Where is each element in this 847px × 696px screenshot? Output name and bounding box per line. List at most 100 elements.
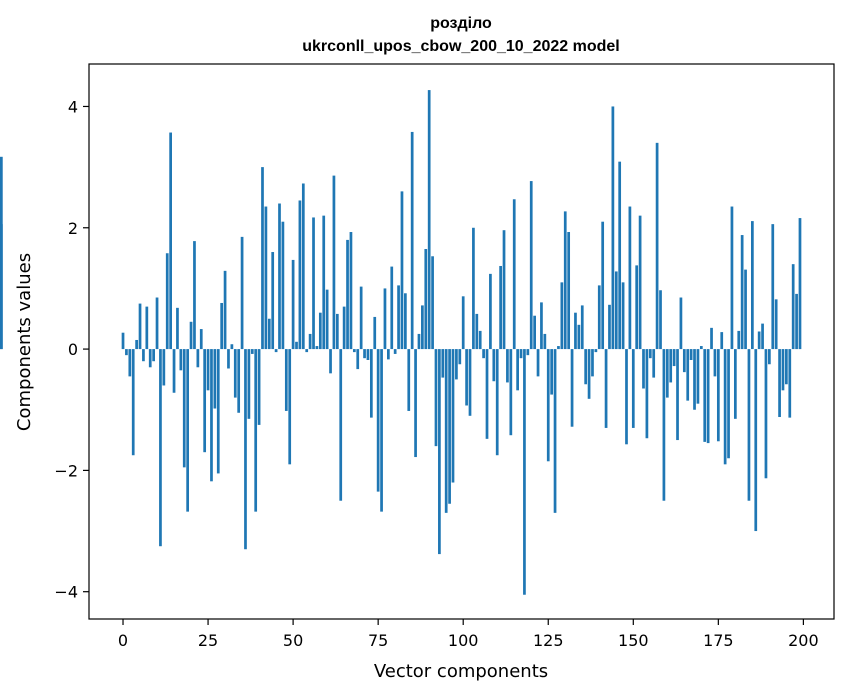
bar-170 bbox=[699, 346, 703, 350]
bar-43 bbox=[267, 318, 271, 350]
bar-159 bbox=[662, 349, 666, 501]
bar-18 bbox=[182, 349, 186, 468]
bar-134 bbox=[577, 324, 581, 350]
bar-139 bbox=[594, 349, 598, 353]
bar-106 bbox=[482, 349, 485, 359]
bar-183 bbox=[744, 269, 747, 350]
bar-6 bbox=[142, 349, 145, 362]
bar-87 bbox=[417, 333, 421, 350]
chart-title-line2: ukrconll_upos_cbow_200_10_2022 model bbox=[302, 38, 619, 55]
x-tick-label: 200 bbox=[788, 631, 819, 650]
bar-30 bbox=[223, 270, 227, 350]
bar-35 bbox=[240, 236, 244, 350]
bar-63 bbox=[335, 313, 339, 350]
bar-172 bbox=[706, 349, 710, 444]
bar-164 bbox=[679, 297, 683, 350]
y-axis-ticks: −4 −2 0 2 4 bbox=[54, 97, 89, 602]
bar-199 bbox=[798, 218, 802, 350]
bar-196 bbox=[788, 349, 792, 418]
bar-118 bbox=[523, 349, 526, 595]
bar-180 bbox=[733, 349, 737, 419]
bar-131 bbox=[567, 232, 571, 350]
bar-68 bbox=[352, 349, 356, 353]
bar-122 bbox=[536, 349, 540, 377]
bar-137 bbox=[587, 349, 591, 399]
bar-62 bbox=[332, 175, 336, 350]
bar-59 bbox=[322, 215, 326, 350]
bar-169 bbox=[696, 349, 700, 404]
bar-15 bbox=[172, 349, 176, 393]
bar-44 bbox=[271, 252, 275, 350]
bar-151 bbox=[635, 265, 639, 350]
bar-156 bbox=[652, 349, 656, 378]
bar-141 bbox=[601, 221, 605, 350]
bar-21 bbox=[193, 241, 196, 350]
bar-45 bbox=[274, 349, 278, 353]
bar-171 bbox=[703, 349, 707, 442]
bar-17 bbox=[179, 349, 183, 371]
bar-50 bbox=[291, 259, 295, 350]
bar-193 bbox=[778, 349, 781, 418]
bar-60 bbox=[325, 289, 329, 350]
bar-1 bbox=[125, 349, 128, 356]
bar-109 bbox=[492, 349, 496, 382]
bar-115 bbox=[512, 199, 516, 350]
bar-72 bbox=[366, 349, 370, 360]
bar-174 bbox=[713, 349, 717, 377]
bar-24 bbox=[203, 349, 207, 453]
y-tick-label: 2 bbox=[68, 219, 78, 238]
bar-91 bbox=[431, 256, 434, 350]
bar-119 bbox=[526, 349, 530, 356]
bar-93 bbox=[438, 349, 441, 555]
bar-192 bbox=[774, 299, 778, 350]
x-tick-label: 50 bbox=[283, 631, 303, 650]
bar-undefined bbox=[0, 224, 3, 350]
bar-162 bbox=[672, 349, 676, 367]
bar-158 bbox=[659, 290, 662, 350]
bar-191 bbox=[771, 224, 775, 350]
bar-165 bbox=[682, 349, 686, 373]
bar-22 bbox=[196, 349, 200, 368]
bar-110 bbox=[495, 349, 499, 456]
bar-28 bbox=[216, 349, 220, 474]
bar-20 bbox=[189, 321, 193, 350]
bar-168 bbox=[693, 349, 696, 410]
bar-57 bbox=[315, 346, 319, 350]
y-tick-label: 4 bbox=[68, 97, 78, 116]
bar-175 bbox=[716, 349, 720, 442]
bar-38 bbox=[250, 349, 254, 354]
chart-title-line1: розділо bbox=[430, 15, 492, 32]
bar-116 bbox=[516, 349, 519, 391]
bar-39 bbox=[254, 349, 258, 512]
bar-145 bbox=[614, 271, 618, 350]
bar-80 bbox=[393, 349, 397, 354]
bar-154 bbox=[645, 349, 649, 439]
bar-186 bbox=[754, 349, 758, 532]
bar-147 bbox=[621, 282, 625, 350]
bar-25 bbox=[206, 349, 210, 391]
y-tick-label: −4 bbox=[54, 583, 78, 602]
bar-163 bbox=[676, 349, 679, 441]
bar-97 bbox=[451, 349, 455, 483]
bar-82 bbox=[400, 191, 404, 350]
bar-27 bbox=[213, 349, 217, 409]
bar-138 bbox=[591, 349, 594, 377]
bar-84 bbox=[407, 349, 411, 411]
bar-88 bbox=[421, 305, 424, 350]
bar-40 bbox=[257, 349, 261, 425]
plot-frame bbox=[88, 63, 835, 620]
bar-16 bbox=[176, 307, 179, 350]
bar-2 bbox=[128, 349, 132, 377]
bar-142 bbox=[604, 349, 608, 428]
bar-99 bbox=[458, 349, 462, 365]
bar-111 bbox=[499, 265, 502, 350]
bar-127 bbox=[553, 349, 557, 513]
bar-108 bbox=[489, 273, 492, 350]
bar-144 bbox=[611, 106, 615, 350]
bar-176 bbox=[720, 332, 724, 350]
bar-148 bbox=[625, 349, 628, 445]
bar-130 bbox=[563, 211, 567, 350]
bar-23 bbox=[199, 329, 203, 350]
bar-133 bbox=[574, 312, 577, 350]
